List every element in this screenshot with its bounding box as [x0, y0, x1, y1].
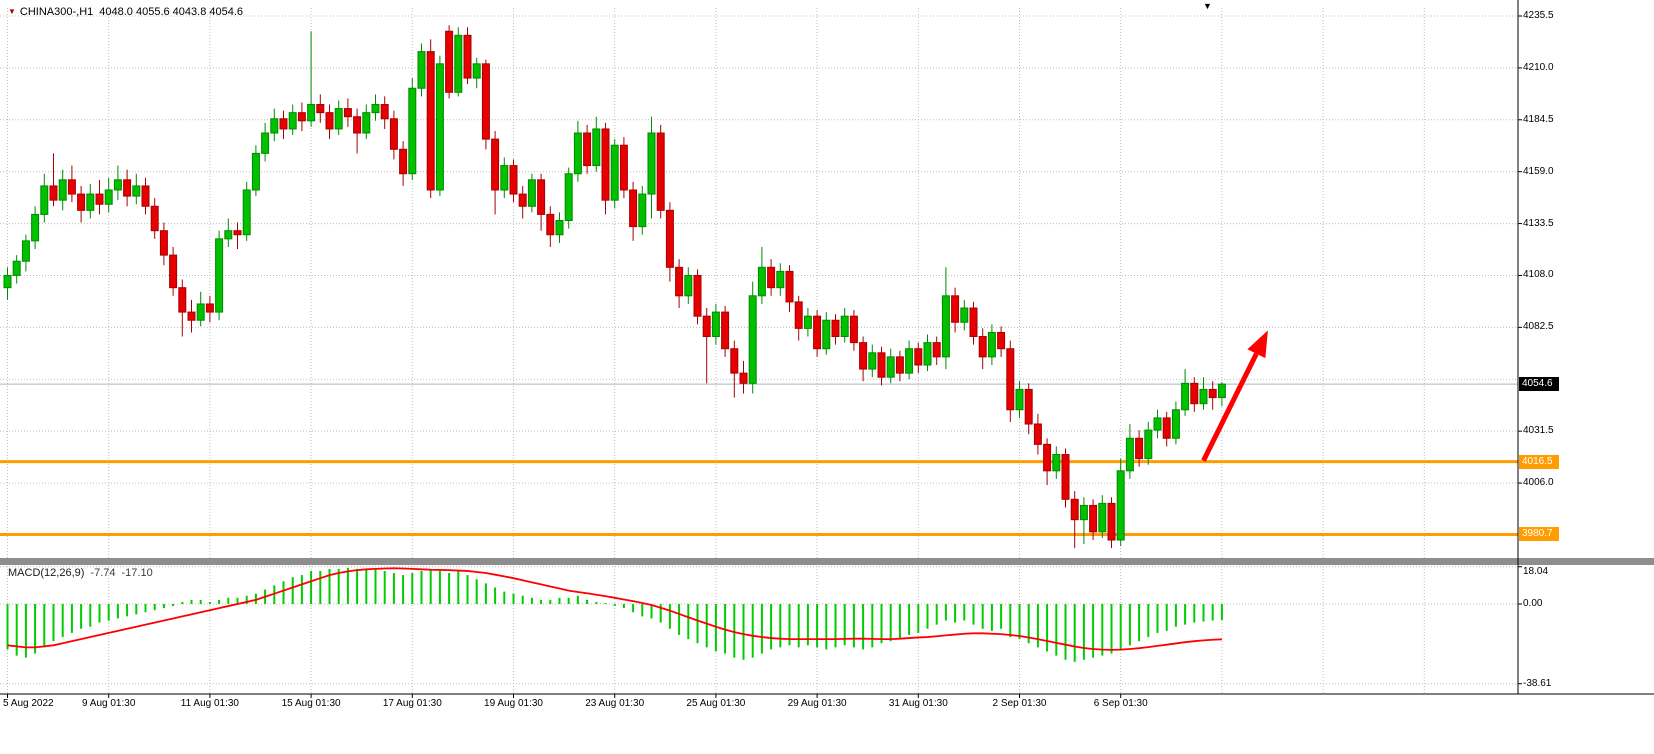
symbol-ohlc: 4048.0 4055.6 4043.8 4054.6 [99, 6, 244, 18]
macd-histogram [6, 567, 1223, 662]
chart-shift-marker-icon[interactable]: ▼ [1203, 1, 1212, 11]
indicator-signal-value: -17.10 [121, 567, 153, 579]
grid [0, 8, 1518, 694]
current-price-badge: 4054.6 [1519, 377, 1559, 391]
symbol-name: CHINA300-,H1 [19, 6, 94, 18]
indicator-label: MACD(12,26,9) -7.74 -17.10 [8, 567, 153, 579]
panel-divider[interactable] [0, 558, 1654, 565]
indicator-name: MACD(12,26,9) [8, 567, 85, 579]
level-price-badge: 4016.5 [1519, 455, 1559, 469]
indicator-main-value: -7.74 [90, 567, 116, 579]
symbol-info: ▼ CHINA300-,H1 4048.0 4055.6 4043.8 4054.6 [8, 6, 243, 18]
symbol-dropdown-icon[interactable]: ▼ [8, 7, 16, 16]
trend-arrow[interactable] [1201, 330, 1268, 462]
macd-signal-line [7, 567, 1222, 651]
level-price-badge: 3980.7 [1519, 527, 1559, 541]
candles [3, 25, 1226, 549]
